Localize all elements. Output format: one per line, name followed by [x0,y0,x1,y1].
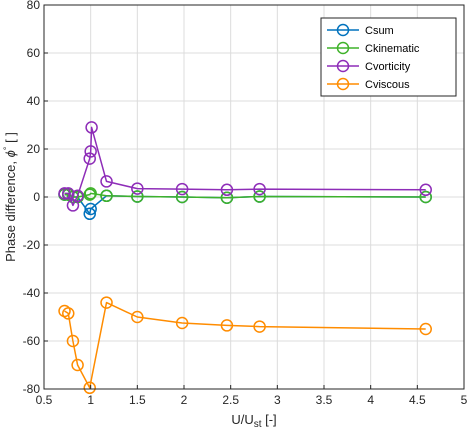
legend-swatch-marker [336,59,350,73]
y-axis-label-symbol: ϕ [3,150,18,157]
legend-swatch-marker [336,41,350,55]
data-point [84,145,97,158]
x-tick-label: 5 [461,393,468,407]
data-point [419,190,432,204]
data-point [220,319,234,332]
series-cviscous [58,296,432,395]
legend-label: Cvorticity [365,61,411,73]
data-point [100,296,113,309]
y-tick-label: -20 [23,238,41,252]
y-tick-label: 60 [27,46,41,60]
data-point [175,182,189,196]
y-axis-label-unit: [ ] [3,132,18,146]
y-axis-label-main: Phase difference, [3,157,18,262]
data-point [83,152,96,165]
series-line [64,126,426,207]
data-point [62,187,75,200]
x-tick-label: 1 [87,393,94,407]
data-point [220,183,234,197]
legend-box [320,17,457,97]
data-point [419,183,432,197]
data-point [71,358,84,372]
y-tick-label: 80 [27,0,41,12]
data-point [253,190,266,203]
y-axis-label: Phase difference, ϕ° [ ] [2,132,18,262]
data-point [84,202,97,216]
data-point [419,322,432,336]
data-point [58,187,71,200]
data-point [253,320,266,333]
series-line [64,301,426,389]
legend-label: Csum [365,25,394,37]
y-axis-label-degree: ° [2,146,12,150]
x-axis-label-unit: [-] [262,412,277,427]
x-tick-label: 2.5 [222,393,239,407]
legend: Csum Ckinematic Cvorticity Cviscous [320,17,457,97]
data-point [100,175,113,188]
legend-label: Ckinematic [365,43,420,55]
data-point [220,191,234,204]
x-axis-label-subscript: st [254,419,262,430]
data-point [66,334,80,348]
data-point [62,307,75,320]
data-point [253,182,266,196]
x-tick-label: 0.5 [36,393,53,407]
data-point [85,121,98,134]
x-tick-label: 4 [367,393,374,407]
data-point [83,188,96,201]
series-group [58,121,432,395]
x-tick-label: 4.5 [409,393,426,407]
data-point [83,207,96,221]
series-cvorticity [58,121,432,212]
data-point [84,187,97,200]
legend-swatch-marker [336,77,350,91]
y-tick-label: 40 [27,94,41,108]
data-point [131,190,144,203]
data-point [175,316,189,330]
x-tick-label: 1.5 [129,393,146,407]
x-axis-label: U/Ust [-] [231,412,276,430]
x-tick-label: 2 [181,393,188,407]
x-tick-label: 3.5 [316,393,333,407]
ticks: 0.5 1 1.5 2 2.5 3 3.5 4 4.5 5 -80 -60 -40 -20 0 20 40 60 8… [23,0,468,407]
data-point [131,310,144,324]
y-tick-label: 0 [33,190,40,204]
data-point [100,189,113,203]
data-point [83,381,96,395]
data-point [71,189,84,203]
y-tick-label: -60 [23,334,41,348]
x-tick-label: 3 [274,393,281,407]
data-point [175,190,189,204]
legend-label: Cviscous [365,79,410,91]
y-tick-label: -40 [23,286,41,300]
y-tick-label: 20 [27,142,41,156]
x-axis-label-main: U/U [231,412,253,427]
legend-swatch-marker [336,23,350,37]
y-tick-label: -80 [23,382,41,396]
data-point [131,182,144,195]
